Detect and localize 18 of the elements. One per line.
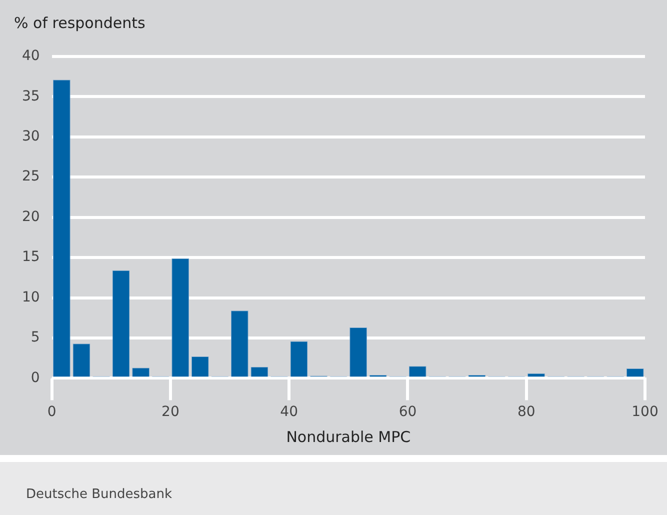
y-tick-label: 10	[22, 289, 40, 306]
y-tick-label: 30	[22, 128, 40, 144]
x-axis-title: Nondurable MPC	[286, 428, 411, 446]
y-tick-label: 40	[22, 48, 40, 64]
y-tick-label: 0	[30, 370, 40, 386]
x-tick-label: 100	[632, 404, 658, 420]
x-tick-label: 20	[162, 404, 180, 420]
y-tick-label: 15	[22, 249, 40, 266]
y-tick-label: 35	[22, 88, 40, 104]
x-tick-label: 0	[47, 404, 56, 420]
y-tick-label: 25	[22, 168, 40, 185]
x-tick-label: 80	[517, 404, 536, 420]
text: Deutsche Bundesbank	[26, 487, 172, 502]
x-tick-label: 40	[280, 404, 298, 420]
y-tick-label: 20	[22, 208, 40, 225]
y-axis-title: % of respondents	[14, 14, 146, 32]
y-tick-label: 5	[30, 330, 40, 346]
x-tick-label: 60	[398, 404, 417, 420]
